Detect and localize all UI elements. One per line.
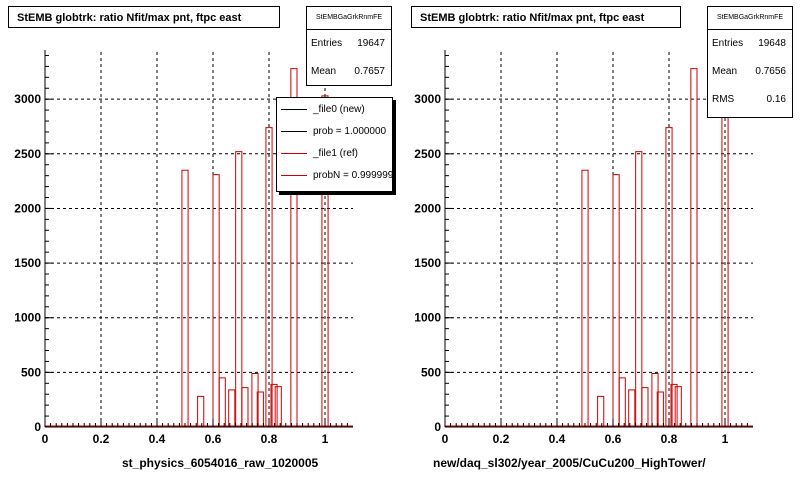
right-stats-rms-label: RMS [712, 94, 735, 105]
right-stats-rms-value: 0.16 [766, 94, 786, 105]
legend-swatch-prob [281, 130, 307, 132]
left-histogram-bin-2 [212, 174, 220, 427]
right-histogram-bin-9 [665, 127, 673, 427]
left-histogram-panel: 0 0.2 0.4 0.6 0.8 1 0 500 1000 1500 2000 2500 3000 S… [8, 6, 393, 470]
legend-entry-file0: _file0 (new) [277, 98, 392, 120]
legend-swatch-file0 [281, 108, 307, 110]
left-histogram-plot: 0 0.2 0.4 0.6 0.8 1 0 500 1000 1500 2000 2500 3000 [14, 50, 353, 446]
left-stats-entries-value: 19647 [357, 38, 385, 49]
left-histogram-bin-4 [228, 389, 236, 427]
right-histogram-bin-10 [670, 383, 678, 427]
left-y-tick-label-1: 500 [21, 365, 41, 379]
right-x-axis-label: new/daq_sl302/year_2005/CuCu200_HighTowe… [433, 456, 706, 470]
left-histogram-title: StEMB globtrk: ratio Nfit/max pnt, ftpc … [8, 6, 280, 28]
legend-entry-prob: prob = 1.000000 [277, 120, 392, 142]
left-y-tick-label-4: 2000 [14, 201, 41, 215]
left-stats-box: StEMBGaGrkRnmFE Entries 19647 Mean 0.765… [306, 6, 392, 86]
left-stats-mean-row: Mean 0.7657 [307, 58, 391, 86]
left-stats-mean-label: Mean [311, 66, 337, 77]
right-x-tick-label-4: 0.8 [661, 432, 678, 446]
right-stats-entries-label: Entries [712, 38, 744, 49]
right-histogram-bin-1 [597, 395, 605, 427]
right-y-tick-label-6: 3000 [414, 92, 441, 106]
left-stats-name: StEMBGaGrkRnmFE [307, 7, 391, 30]
legend-swatch-probn [281, 174, 307, 176]
right-y-tick-label-5: 2500 [414, 147, 441, 161]
left-stats-entries-label: Entries [311, 38, 343, 49]
left-y-tick-label-5: 2500 [14, 147, 41, 161]
left-histogram-bin-0 [181, 169, 189, 427]
right-y-tick-label-0: 0 [434, 420, 441, 434]
right-stats-mean-value: 0.7656 [755, 66, 786, 77]
left-histogram-bin-5 [235, 151, 243, 427]
right-x-tick-label-0: 0 [442, 432, 449, 446]
right-histogram-bin-11 [674, 386, 682, 427]
right-histogram-bin-7 [651, 372, 659, 427]
right-stats-mean-row: Mean 0.7656 [708, 58, 792, 86]
right-stats-entries-row: Entries 19648 [708, 30, 792, 58]
left-legend: _file0 (new) prob = 1.000000 _file1 (ref… [276, 97, 393, 192]
left-stats-mean-value: 0.7657 [354, 66, 385, 77]
right-histogram-bin-5 [635, 151, 643, 427]
right-histogram-bin-6 [641, 387, 649, 427]
left-histogram-bin-7 [251, 372, 259, 427]
right-stats-name: StEMBGaGrkRnmFE [708, 7, 792, 30]
left-y-tick-label-3: 1500 [14, 256, 41, 270]
left-histogram-bin-10 [270, 383, 278, 427]
right-x-tick-label-1: 0.2 [493, 432, 510, 446]
right-histogram-title: StEMB globtrk: ratio Nfit/max pnt, ftpc … [411, 6, 681, 28]
left-histogram-bin-12 [290, 68, 298, 427]
legend-entry-file1: _file1 (ref) [277, 142, 392, 164]
left-x-tick-label-5: 1 [322, 432, 329, 446]
left-y-tick-label-6: 3000 [14, 92, 41, 106]
left-histogram-bin-9 [265, 127, 273, 427]
right-x-tick-label-5: 1 [722, 432, 729, 446]
left-x-tick-label-2: 0.4 [149, 432, 166, 446]
right-y-tick-label-2: 1000 [414, 311, 441, 325]
right-histogram-bin-3 [618, 377, 626, 427]
legend-entry-probn: probN = 0.999999 [277, 164, 392, 186]
right-stats-rms-row: RMS 0.16 [708, 86, 792, 114]
left-x-tick-label-1: 0.2 [93, 432, 110, 446]
legend-label-prob: prob = 1.000000 [313, 125, 387, 137]
left-x-tick-label-4: 0.8 [261, 432, 278, 446]
legend-swatch-file1 [281, 152, 307, 154]
right-histogram-plot: 0 0.2 0.4 0.6 0.8 1 0 500 1000 1500 2000 2500 3000 [414, 50, 753, 446]
right-histogram-bin-2 [612, 174, 620, 427]
left-histogram-bin-13 [321, 95, 329, 427]
left-x-axis-label: st_physics_6054016_raw_1020005 [122, 456, 319, 470]
left-histogram-bin-3 [218, 377, 226, 427]
legend-label-file0: _file0 (new) [313, 103, 365, 115]
right-histogram-panel: 0 0.2 0.4 0.6 0.8 1 0 500 1000 1500 2000 2500 3000 S… [400, 0, 800, 480]
right-stats-box: StEMBGaGrkRnmFE Entries 19648 Mean 0.765… [707, 6, 793, 118]
left-histogram-bin-11 [274, 386, 282, 427]
left-x-tick-label-0: 0 [42, 432, 49, 446]
right-y-tick-label-3: 1500 [414, 256, 441, 270]
left-stats-entries-row: Entries 19647 [307, 30, 391, 58]
right-y-tick-label-1: 500 [421, 365, 441, 379]
right-x-tick-label-2: 0.4 [549, 432, 566, 446]
left-y-tick-label-2: 1000 [14, 311, 41, 325]
left-histogram-bin-1 [197, 395, 205, 427]
right-histogram-bin-12 [690, 68, 698, 427]
right-stats-entries-value: 19648 [758, 38, 786, 49]
left-x-tick-label-3: 0.6 [205, 432, 222, 446]
left-histogram-bin-6 [241, 387, 249, 427]
right-histogram-bin-0 [581, 169, 589, 427]
legend-label-probn: probN = 0.999999 [313, 169, 393, 181]
right-histogram-bin-8 [656, 391, 664, 427]
right-x-tick-label-3: 0.6 [605, 432, 622, 446]
right-histogram-bin-4 [628, 389, 636, 427]
left-y-tick-label-0: 0 [34, 420, 41, 434]
right-stats-mean-label: Mean [712, 66, 738, 77]
legend-label-file1: _file1 (ref) [313, 147, 359, 159]
left-histogram-bin-8 [256, 391, 264, 427]
right-y-tick-label-4: 2000 [414, 201, 441, 215]
